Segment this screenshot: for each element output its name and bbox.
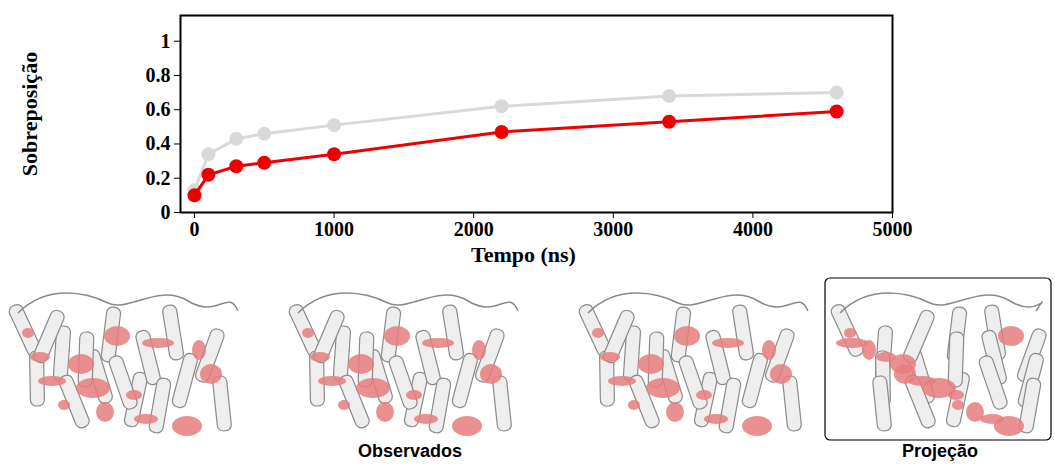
svg-text:0.8: 0.8 bbox=[146, 64, 171, 86]
svg-text:0.2: 0.2 bbox=[146, 167, 171, 189]
svg-text:2000: 2000 bbox=[454, 218, 494, 240]
svg-text:0: 0 bbox=[161, 201, 171, 223]
svg-text:Projeção: Projeção bbox=[902, 441, 978, 461]
html-text:Tempo (ns): Tempo (ns) bbox=[471, 242, 576, 267]
svg-text:1: 1 bbox=[161, 30, 171, 52]
svg-text:3000: 3000 bbox=[593, 218, 633, 240]
svg-text:5000: 5000 bbox=[873, 218, 913, 240]
svg-text:0.4: 0.4 bbox=[146, 132, 171, 154]
svg-text:1000: 1000 bbox=[314, 218, 354, 240]
svg-text:4000: 4000 bbox=[733, 218, 773, 240]
svg-text:0: 0 bbox=[189, 218, 199, 240]
svg-text:Observados: Observados bbox=[358, 441, 462, 461]
svg-text:0.6: 0.6 bbox=[146, 98, 171, 120]
html-text:Sobreposição: Sobreposição bbox=[17, 51, 42, 176]
